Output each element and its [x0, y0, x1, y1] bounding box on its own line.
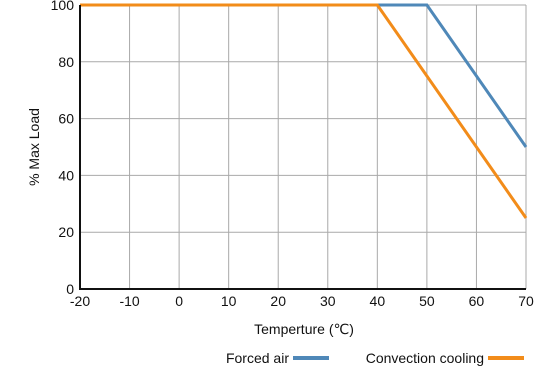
x-tick-label: 60: [469, 293, 485, 309]
legend-label-convection-cooling: Convection cooling: [366, 350, 484, 366]
series-lines: [80, 3, 528, 219]
x-tick-label: 70: [518, 293, 534, 309]
series-line-convection-cooling: [80, 3, 528, 219]
x-tick-label: 10: [221, 293, 237, 309]
y-tick-label: 60: [58, 111, 74, 127]
x-tick-label: 30: [320, 293, 336, 309]
series-line-forced-air: [80, 3, 528, 148]
y-tick-label: 80: [58, 54, 74, 70]
grid: [80, 4, 527, 289]
y-tick-label: 0: [66, 281, 74, 297]
x-tick-label: 0: [175, 293, 183, 309]
x-tick-label: -20: [70, 293, 90, 309]
y-tick-label: 100: [51, 0, 75, 13]
y-axis-label: % Max Load: [26, 108, 42, 186]
legend-label-forced-air: Forced air: [226, 350, 289, 366]
axes: [79, 5, 526, 290]
y-tick-label: 40: [58, 167, 74, 183]
y-tick-label: 20: [58, 224, 74, 240]
x-tick-label: -10: [119, 293, 139, 309]
x-tick-label: 40: [370, 293, 386, 309]
legend: Forced air Convection cooling: [226, 350, 524, 366]
x-tick-label: 20: [270, 293, 286, 309]
x-axis-label: Temperture (℃): [254, 321, 354, 337]
tick-labels: -20 -10 0 10 20 30 40 50 60 70 0 20 40 60 80 100: [51, 0, 534, 309]
x-tick-label: 50: [419, 293, 435, 309]
